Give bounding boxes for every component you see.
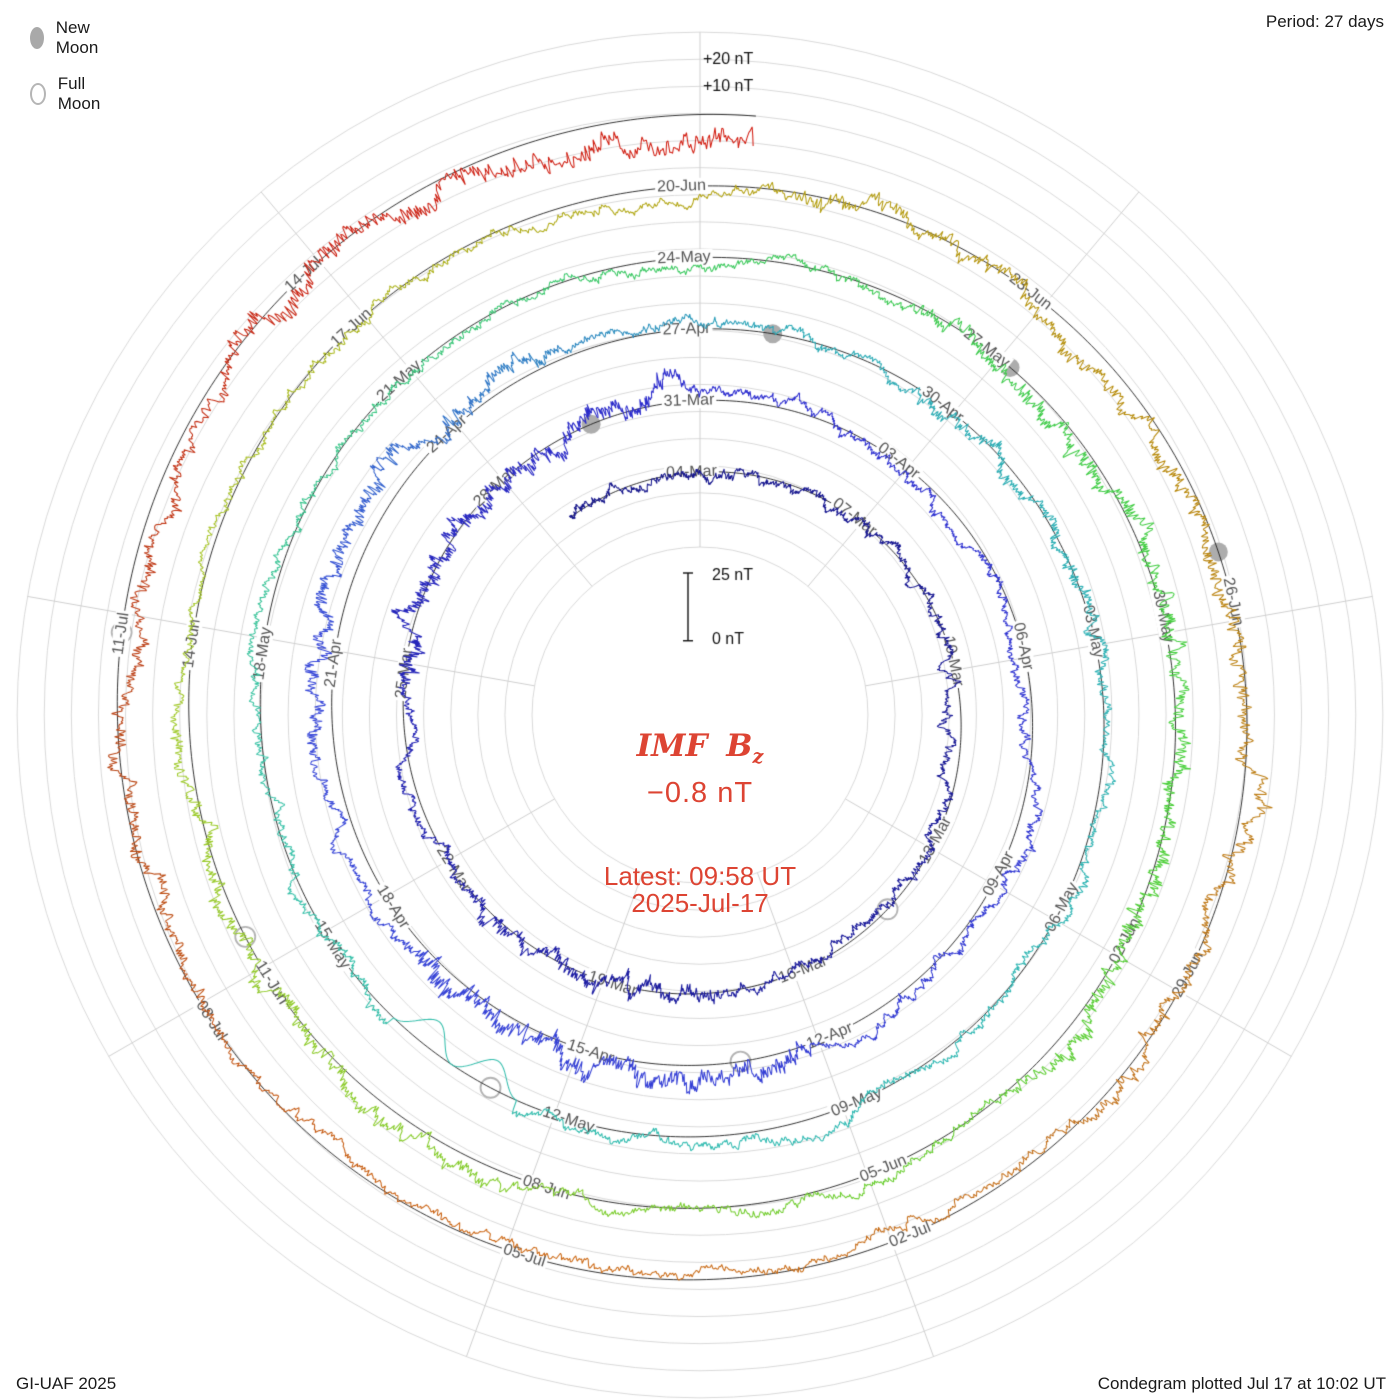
period-label: Period: 27 days (1265, 12, 1384, 31)
latest-date-label: 2025-Jul-17 (631, 888, 769, 918)
new-moon-icon (30, 27, 44, 49)
imf-bz-value: −0.8 nT (646, 777, 754, 809)
full-moon-icon (30, 83, 46, 105)
imf-bz-title-subscript: z (752, 745, 764, 769)
legend-full-moon: Full Moon (30, 74, 107, 114)
new-moon-label: New Moon (55, 18, 99, 57)
plotted-label: Condegram plotted Jul 17 at 10:02 UT (1097, 1374, 1386, 1393)
imf-bz-title: IMF Bz (0, 728, 1400, 768)
legend-new-moon: New Moon (30, 18, 107, 58)
latest-time-label: Latest: 09:58 UT (603, 861, 797, 891)
full-moon-label: Full Moon (57, 74, 101, 113)
credit-label: GI-UAF 2025 (16, 1374, 117, 1393)
imf-bz-title-text: IMF B (636, 728, 753, 764)
